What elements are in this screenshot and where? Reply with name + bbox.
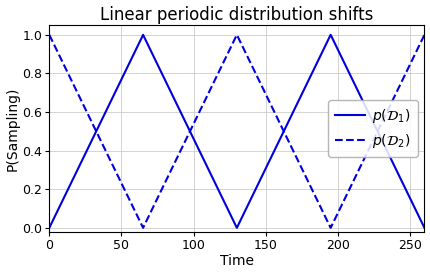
$p(\mathcal{D}_1)$: [47, 226, 52, 230]
Title: Linear periodic distribution shifts: Linear periodic distribution shifts: [100, 5, 374, 24]
$p(\mathcal{D}_2)$: [415, 48, 420, 51]
Line: $p(\mathcal{D}_2)$: $p(\mathcal{D}_2)$: [49, 35, 424, 228]
$p(\mathcal{D}_2)$: [190, 123, 196, 126]
$p(\mathcal{D}_1)$: [415, 211, 420, 215]
Legend: $p(\mathcal{D}_1)$, $p(\mathcal{D}_2)$: $p(\mathcal{D}_1)$, $p(\mathcal{D}_2)$: [328, 100, 418, 157]
$p(\mathcal{D}_1)$: [112, 92, 117, 96]
$p(\mathcal{D}_1)$: [190, 136, 196, 140]
$p(\mathcal{D}_1)$: [141, 33, 146, 36]
$p(\mathcal{D}_2)$: [374, 131, 379, 135]
$p(\mathcal{D}_2)$: [112, 167, 117, 170]
$p(\mathcal{D}_1)$: [422, 226, 427, 230]
$p(\mathcal{D}_2)$: [47, 33, 52, 36]
X-axis label: Time: Time: [220, 255, 254, 269]
$p(\mathcal{D}_2)$: [141, 226, 146, 229]
$p(\mathcal{D}_2)$: [89, 121, 95, 124]
$p(\mathcal{D}_1)$: [374, 128, 379, 131]
$p(\mathcal{D}_2)$: [207, 89, 212, 93]
$p(\mathcal{D}_2)$: [422, 33, 427, 36]
Y-axis label: P(Sampling): P(Sampling): [6, 86, 19, 171]
Line: $p(\mathcal{D}_1)$: $p(\mathcal{D}_1)$: [49, 35, 424, 228]
$p(\mathcal{D}_1)$: [207, 170, 212, 173]
$p(\mathcal{D}_1)$: [89, 138, 95, 141]
